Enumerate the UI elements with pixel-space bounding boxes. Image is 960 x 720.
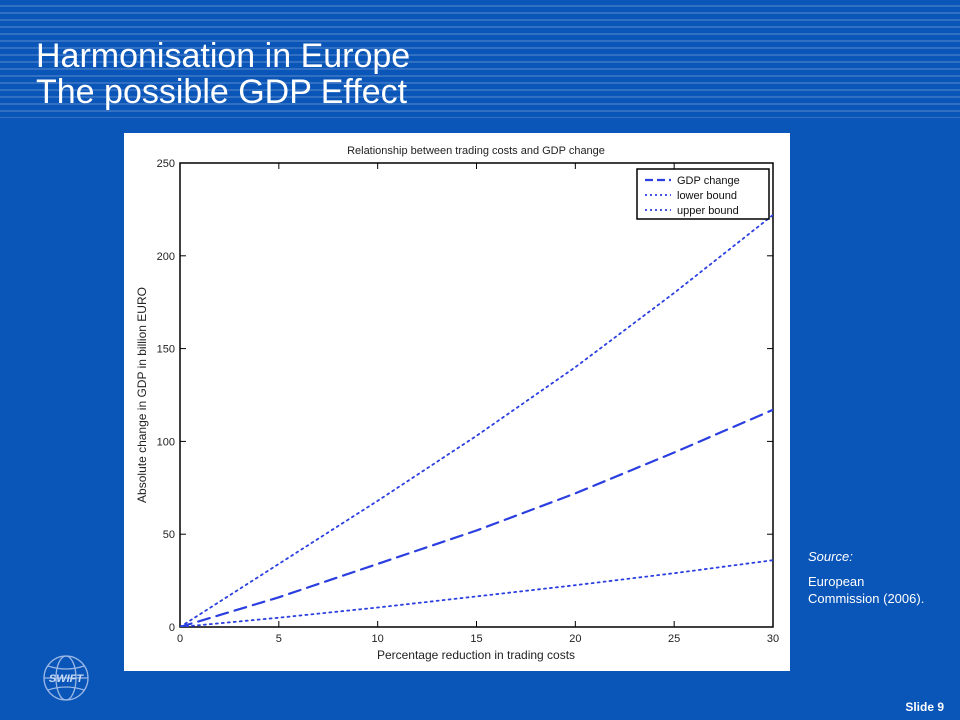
y-tick-label: 250 bbox=[157, 158, 175, 170]
series-line-lower-bound bbox=[180, 559, 773, 627]
chart-panel: Relationship between trading costs and G… bbox=[124, 133, 790, 671]
slide-title-line-1: Harmonisation in Europe bbox=[36, 37, 411, 75]
slide-title: Harmonisation in Europe The possible GDP… bbox=[36, 38, 410, 110]
x-tick-label: 25 bbox=[668, 633, 680, 645]
source-note: Source: European Commission (2006). bbox=[808, 548, 938, 607]
chart-title: Relationship between trading costs and G… bbox=[347, 145, 605, 157]
slide-title-line-2: The possible GDP Effect bbox=[36, 73, 408, 111]
y-tick-label: 50 bbox=[163, 529, 175, 541]
source-label: Source: bbox=[808, 549, 853, 564]
title-stripes bbox=[0, 0, 960, 118]
y-tick-label: 0 bbox=[169, 622, 175, 634]
x-tick-label: 0 bbox=[177, 633, 183, 645]
x-axis-label: Percentage reduction in trading costs bbox=[377, 648, 575, 662]
x-tick-label: 5 bbox=[276, 633, 282, 645]
legend-label: GDP change bbox=[677, 175, 740, 187]
legend-box bbox=[636, 168, 770, 220]
x-tick-label: 20 bbox=[569, 633, 581, 645]
y-axis-label: Absolute change in GDP in billion EURO bbox=[135, 287, 149, 503]
x-tick-label: 10 bbox=[372, 633, 384, 645]
gdp-line-chart: Relationship between trading costs and G… bbox=[135, 145, 779, 662]
slide-number: Slide 9 bbox=[905, 700, 944, 714]
x-tick-label: 30 bbox=[767, 633, 779, 645]
source-text: European Commission (2006). bbox=[808, 574, 925, 606]
chart-legend: GDP change lower bound upper bound bbox=[636, 168, 770, 220]
y-tick-label: 100 bbox=[157, 436, 175, 448]
globe-icon: SWIFT bbox=[43, 655, 89, 701]
legend-label: lower bound bbox=[677, 190, 737, 202]
x-tick-label: 15 bbox=[470, 633, 482, 645]
series-layer bbox=[180, 214, 773, 627]
legend-label: upper bound bbox=[677, 205, 739, 217]
logo-text: SWIFT bbox=[49, 673, 84, 685]
series-line-upper-bound bbox=[180, 214, 773, 627]
series-line-gdp-change bbox=[180, 408, 773, 627]
y-tick-label: 150 bbox=[157, 344, 175, 356]
y-tick-label: 200 bbox=[157, 251, 175, 263]
plot-frame bbox=[179, 162, 774, 628]
axis-ticks: 0 5 10 15 20 25 30 0 50 100 150 200 250 bbox=[157, 158, 779, 645]
